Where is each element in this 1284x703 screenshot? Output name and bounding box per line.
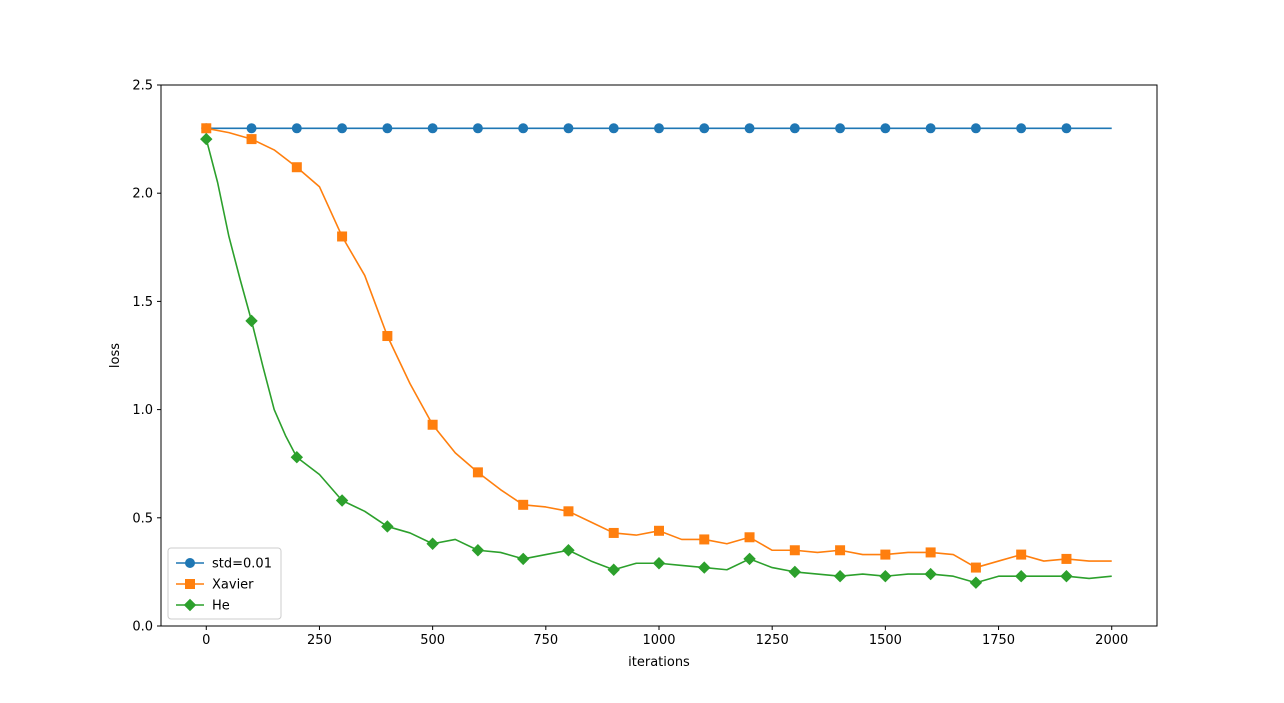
y-tick-label: 1.5 <box>132 295 153 310</box>
y-tick-label: 2.0 <box>132 187 153 202</box>
series-point-1 <box>563 506 574 517</box>
series-point-0 <box>699 123 710 134</box>
series-point-0 <box>1016 123 1027 134</box>
x-tick-label: 2000 <box>1095 633 1128 648</box>
series-point-1 <box>382 331 393 342</box>
series-point-2 <box>471 544 485 557</box>
series-point-1 <box>246 134 257 145</box>
series-point-0 <box>1061 123 1072 134</box>
series-point-0 <box>789 123 800 134</box>
x-tick-label: 500 <box>420 633 445 648</box>
legend-label: Xavier <box>212 578 254 593</box>
plot-lines <box>205 127 1112 584</box>
x-tick-label: 1250 <box>756 633 789 648</box>
x-axis: 0 250 500 750 1000 1250 1500 1750 2000 <box>202 626 1128 648</box>
series-point-1 <box>291 162 302 173</box>
series-point-1 <box>699 534 710 545</box>
y-axis: 0.0 0.5 1.0 1.5 2.0 2.5 <box>132 79 161 635</box>
series-point-2 <box>743 552 756 566</box>
series-point-0 <box>835 123 846 134</box>
x-tick-label: 750 <box>533 633 558 648</box>
series-point-0 <box>518 123 529 134</box>
series-point-0 <box>563 123 574 134</box>
x-tick-label: 1750 <box>982 633 1015 648</box>
x-tick-label: 250 <box>307 633 332 648</box>
series-point-2 <box>1014 570 1028 583</box>
plot-markers <box>200 123 1073 589</box>
series-point-0 <box>925 123 936 134</box>
series-point-2 <box>426 537 439 550</box>
series-point-2 <box>788 565 802 579</box>
series-point-1 <box>518 499 529 510</box>
y-axis-title: loss <box>108 343 123 368</box>
x-tick-label: 1000 <box>642 633 675 648</box>
y-tick-label: 0.0 <box>132 620 153 635</box>
series-point-0 <box>880 123 891 134</box>
legend-box <box>167 547 282 620</box>
series-point-1 <box>427 419 438 430</box>
series-line-2 <box>205 138 1112 584</box>
series-point-0 <box>382 123 393 134</box>
legend-label: He <box>212 599 230 614</box>
series-point-0 <box>291 123 302 134</box>
series-point-2 <box>969 576 983 589</box>
series-point-1 <box>880 549 891 560</box>
legend-label: std=0.01 <box>212 557 272 572</box>
plot-frame <box>160 84 1158 627</box>
x-axis-title: iterations <box>628 655 690 670</box>
legend-marker-0 <box>185 558 195 568</box>
y-tick-label: 0.5 <box>132 511 153 526</box>
series-point-2 <box>924 567 937 581</box>
legend-marker-1 <box>185 579 195 589</box>
series-point-2 <box>335 494 349 507</box>
series-point-2 <box>245 314 258 328</box>
series-point-2 <box>607 563 620 576</box>
series-point-1 <box>337 231 348 242</box>
series-point-2 <box>516 552 530 566</box>
series-point-2 <box>698 561 711 574</box>
series-point-1 <box>789 545 800 556</box>
series-point-1 <box>608 527 619 538</box>
series-point-1 <box>744 532 755 543</box>
y-tick-label: 2.5 <box>132 79 153 94</box>
x-tick-label: 1500 <box>869 633 902 648</box>
x-tick-label: 0 <box>202 633 210 648</box>
series-point-2 <box>833 570 847 583</box>
series-point-0 <box>472 123 483 134</box>
series-point-2 <box>1060 570 1073 583</box>
series-point-0 <box>246 123 257 134</box>
legend-marker-2 <box>183 598 197 612</box>
series-point-0 <box>608 123 619 134</box>
series-point-1 <box>970 562 981 573</box>
series-point-2 <box>562 544 575 557</box>
series-point-0 <box>744 123 755 134</box>
series-point-0 <box>654 123 664 134</box>
series-point-1 <box>925 547 936 558</box>
series-point-0 <box>970 123 981 134</box>
series-point-1 <box>1061 553 1072 564</box>
series-point-2 <box>200 132 213 146</box>
series-point-2 <box>652 557 666 570</box>
y-tick-label: 1.0 <box>132 403 153 418</box>
series-point-1 <box>472 467 483 478</box>
series-point-2 <box>290 451 304 464</box>
series-point-0 <box>427 123 438 134</box>
series-point-1 <box>835 545 846 556</box>
series-point-0 <box>337 123 348 134</box>
series-point-1 <box>1016 549 1027 560</box>
series-point-2 <box>879 570 892 583</box>
series-point-1 <box>201 123 212 134</box>
series-point-1 <box>654 525 664 536</box>
series-point-2 <box>381 520 394 533</box>
legend: std=0.01 Xavier He <box>167 547 282 620</box>
